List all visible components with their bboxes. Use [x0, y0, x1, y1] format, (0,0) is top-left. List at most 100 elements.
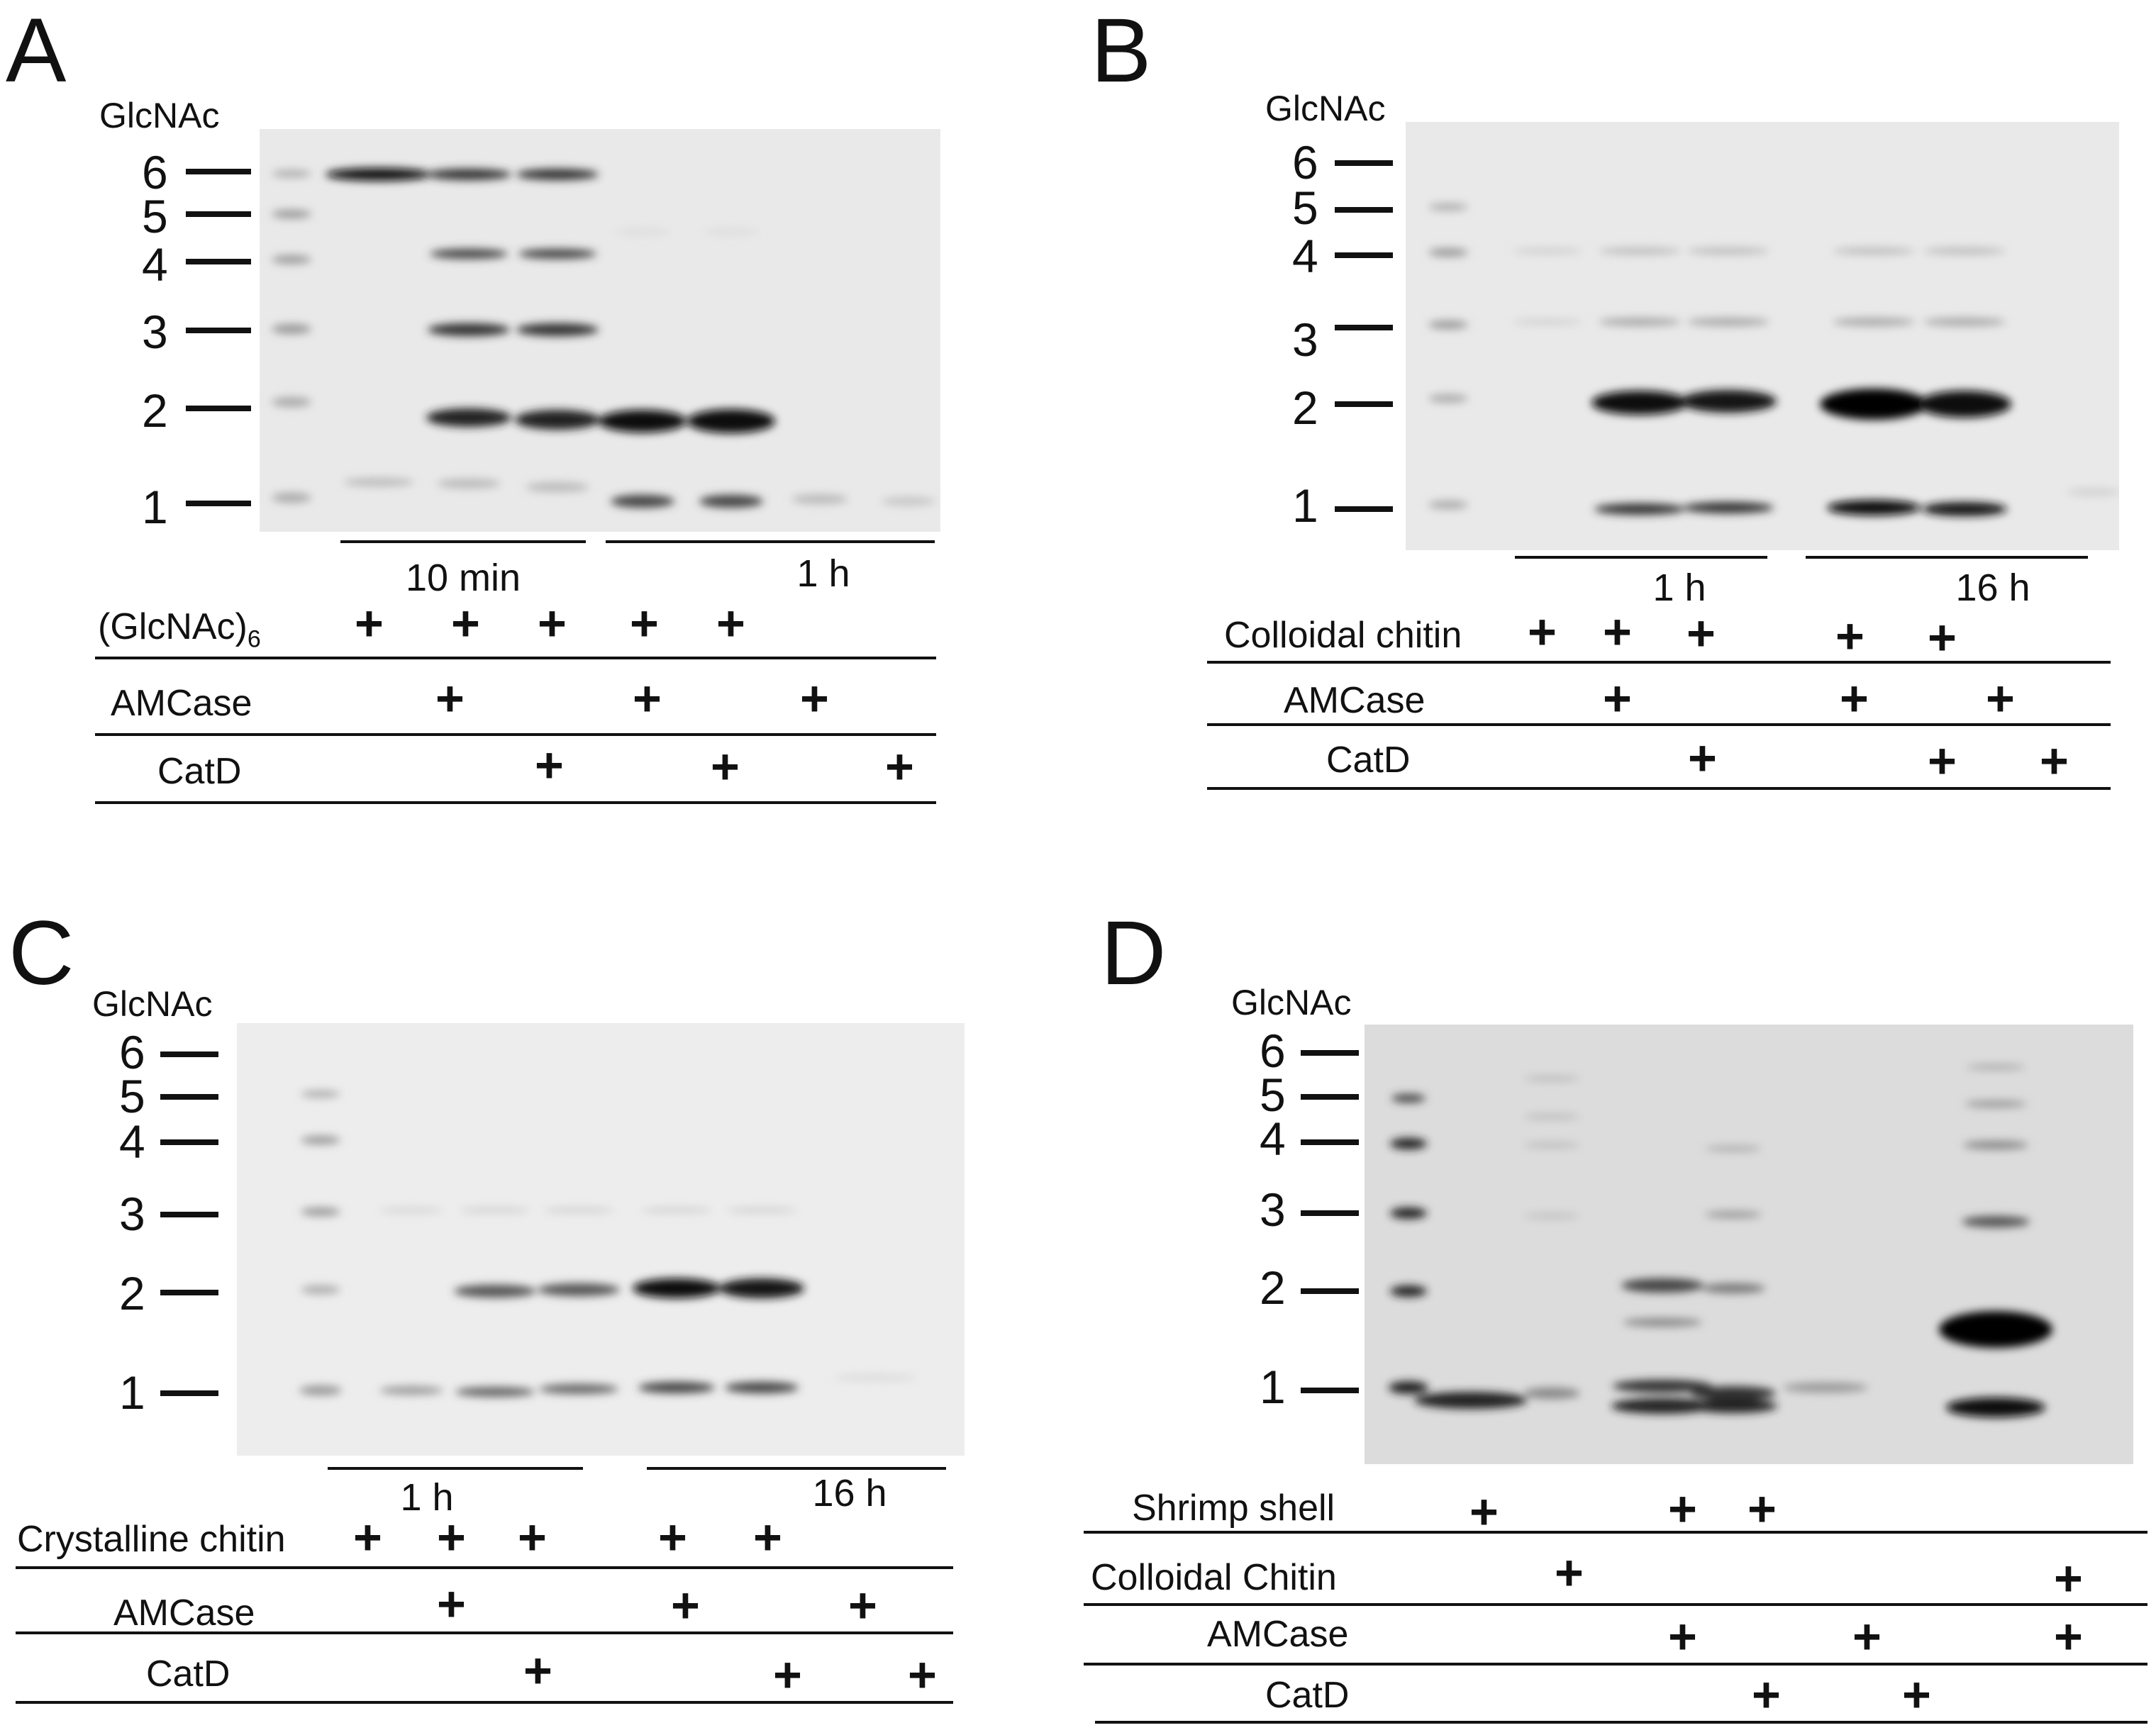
time-label-1: 1 h: [400, 1476, 454, 1519]
time-underline-2: [1806, 556, 2088, 559]
marker-label-3: 3: [1292, 313, 1318, 366]
plus-mark: +: [1835, 608, 1865, 664]
plus-mark: +: [1668, 1481, 1697, 1536]
marker-tick-6: [160, 1051, 218, 1057]
panel-d: D GlcNAc 6 5 4 3 2 1: [1078, 867, 2156, 1734]
row-label-amcase: AMCase: [1284, 680, 1426, 721]
marker-tick-5: [1335, 207, 1393, 213]
plus-mark: +: [633, 671, 662, 726]
marker-tick-4: [1335, 252, 1393, 258]
plus-mark: +: [435, 671, 465, 726]
plus-mark: +: [658, 1510, 687, 1565]
plus-mark: +: [711, 739, 740, 794]
ladder-title: GlcNAc: [1265, 89, 1386, 128]
time-label-2: 16 h: [812, 1472, 887, 1514]
plus-mark: +: [1555, 1545, 1584, 1600]
ladder-title: GlcNAc: [1231, 983, 1352, 1022]
panel-letter: A: [6, 0, 67, 101]
panel-letter: D: [1101, 903, 1167, 1004]
marker-tick-6: [186, 169, 251, 174]
plus-mark: +: [437, 1576, 466, 1631]
row-divider: [95, 733, 936, 736]
plus-mark: +: [800, 671, 829, 726]
row-divider: [1084, 1531, 2147, 1534]
marker-label-2: 2: [1292, 381, 1318, 434]
marker-tick-5: [1301, 1094, 1359, 1100]
marker-label-6: 6: [1292, 136, 1318, 189]
plus-mark: +: [1928, 610, 1957, 665]
plus-mark: +: [1687, 606, 1716, 661]
row-label-catd: CatD: [1265, 1675, 1350, 1716]
marker-label-4: 4: [1292, 230, 1318, 282]
gel-image: [1406, 122, 2119, 550]
row-divider: [1095, 1721, 2147, 1724]
marker-label-6: 6: [1260, 1025, 1286, 1077]
ladder-title: GlcNAc: [92, 984, 213, 1024]
panel-b: B GlcNAc 6 5 4 3 2 1: [1078, 0, 2156, 867]
plus-mark: +: [1928, 733, 1957, 788]
plus-mark: +: [2054, 1551, 2083, 1606]
marker-label-6: 6: [142, 146, 168, 199]
plus-mark: +: [1603, 671, 1632, 726]
row-divider: [1207, 723, 2111, 726]
row-label-substrate: (GlcNAc)6: [98, 606, 261, 653]
plus-mark: +: [1688, 730, 1717, 786]
marker-tick-4: [1301, 1139, 1359, 1145]
plus-mark: +: [753, 1510, 782, 1565]
time-label-2: 16 h: [1955, 567, 2030, 609]
marker-label-5: 5: [1292, 182, 1318, 234]
plus-mark: +: [518, 1510, 547, 1565]
marker-tick-4: [160, 1139, 218, 1145]
marker-tick-1: [1301, 1388, 1359, 1393]
plus-mark: +: [1852, 1609, 1882, 1664]
marker-tick-5: [160, 1094, 218, 1100]
plus-mark: +: [353, 1510, 382, 1565]
marker-tick-3: [1335, 325, 1393, 330]
time-underline-1: [340, 540, 586, 543]
marker-label-5: 5: [119, 1070, 145, 1122]
plus-mark: +: [630, 596, 659, 651]
row-divider: [16, 1631, 953, 1634]
marker-tick-2: [1335, 401, 1393, 407]
plus-mark: +: [1603, 604, 1632, 659]
marker-tick-5: [186, 211, 251, 217]
marker-tick-1: [1335, 506, 1393, 512]
marker-label-1: 1: [1292, 479, 1318, 532]
row-divider: [1207, 787, 2111, 790]
time-label-1: 1 h: [1652, 567, 1706, 609]
row-divider: [1084, 1603, 2147, 1606]
plus-mark: +: [538, 596, 567, 651]
marker-tick-1: [186, 501, 251, 506]
marker-label-3: 3: [142, 306, 168, 358]
plus-mark: +: [1668, 1609, 1697, 1664]
marker-label-3: 3: [119, 1188, 145, 1240]
row-divider: [1207, 661, 2111, 664]
row-label-substrate: Colloidal chitin: [1224, 615, 1462, 656]
marker-tick-3: [186, 328, 251, 333]
panel-letter: C: [9, 903, 74, 1004]
row-label-shrimp-shell: Shrimp shell: [1132, 1488, 1335, 1529]
plus-mark: +: [1469, 1484, 1499, 1539]
plus-mark: +: [2040, 733, 2069, 788]
marker-tick-2: [160, 1290, 218, 1295]
gel-image: [1365, 1025, 2133, 1464]
row-label-colloidal-chitin: Colloidal Chitin: [1091, 1557, 1337, 1598]
row-divider: [16, 1566, 953, 1569]
marker-tick-3: [1301, 1210, 1359, 1216]
marker-tick-2: [186, 406, 251, 411]
plus-mark: +: [1840, 671, 1869, 726]
plus-mark: +: [716, 596, 745, 651]
panel-letter: B: [1091, 0, 1152, 101]
row-divider: [16, 1701, 953, 1704]
marker-label-2: 2: [1260, 1261, 1286, 1314]
marker-label-5: 5: [1260, 1069, 1286, 1121]
row-label-substrate: Crystalline chitin: [17, 1519, 286, 1560]
plus-mark: +: [1902, 1667, 1931, 1722]
time-underline-2: [647, 1467, 946, 1470]
marker-label-2: 2: [119, 1267, 145, 1320]
time-underline-1: [328, 1467, 583, 1470]
marker-label-1: 1: [119, 1366, 145, 1419]
ladder-title: GlcNAc: [99, 96, 220, 135]
time-underline-1: [1515, 556, 1767, 559]
row-label-catd: CatD: [1326, 740, 1411, 781]
